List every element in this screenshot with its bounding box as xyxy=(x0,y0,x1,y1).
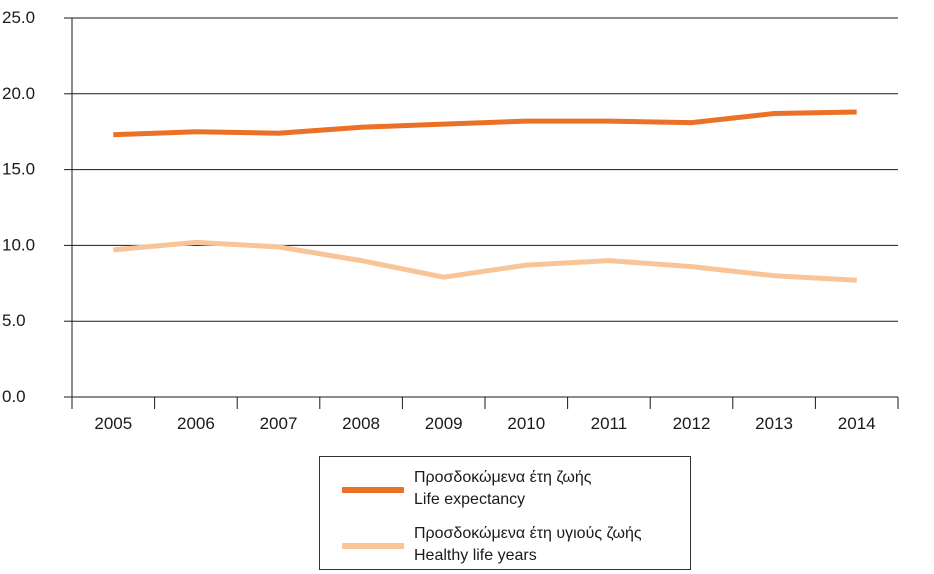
legend-label-english: Life expectancy xyxy=(414,491,526,508)
x-tick-label: 2006 xyxy=(177,414,215,433)
y-tick-label: 10.0 xyxy=(2,235,35,254)
axes xyxy=(64,17,899,409)
legend-label-healthy-life-years: Προσδοκώμενα έτη υγιούς ζωής Healthy lif… xyxy=(414,523,642,567)
y-tick-label: 20.0 xyxy=(2,84,35,103)
series-line-healthy-life-years xyxy=(113,239,857,283)
x-tick-label: 2011 xyxy=(591,414,628,433)
legend-item-life-expectancy: Προσδοκώμενα έτη ζωής Life expectancy xyxy=(320,463,690,517)
y-tick-label: 25.0 xyxy=(2,8,35,27)
legend-label-greek: Προσδοκώμενα έτη υγιούς ζωής xyxy=(414,525,642,542)
x-tick-label: 2007 xyxy=(260,414,298,433)
y-tick-label: 5.0 xyxy=(2,311,26,330)
x-tick-labels: 2005 2006 2007 2008 2009 2010 2011 2012 2013 2014 xyxy=(94,414,875,433)
series-lines xyxy=(113,109,857,283)
series-line-life-expectancy xyxy=(113,109,857,138)
x-tick-label: 2009 xyxy=(425,414,463,433)
y-tick-labels: 0.0 5.0 10.0 15.0 20.0 25.0 xyxy=(2,8,35,406)
y-tick-label: 15.0 xyxy=(2,160,35,179)
legend-label-greek: Προσδοκώμενα έτη ζωής xyxy=(414,469,592,486)
legend-swatch-life-expectancy xyxy=(342,487,404,493)
x-tick-label: 2010 xyxy=(507,414,545,433)
legend-label-english: Healthy life years xyxy=(414,547,537,564)
legend: Προσδοκώμενα έτη ζωής Life expectancy Πρ… xyxy=(319,456,691,570)
y-tick-label: 0.0 xyxy=(2,387,26,406)
legend-swatch-healthy-life-years xyxy=(342,543,404,549)
legend-item-healthy-life-years: Προσδοκώμενα έτη υγιούς ζωής Healthy lif… xyxy=(320,519,690,573)
x-tick-label: 2013 xyxy=(755,414,793,433)
legend-label-life-expectancy: Προσδοκώμενα έτη ζωής Life expectancy xyxy=(414,467,591,511)
x-tick-label: 2012 xyxy=(673,414,711,433)
x-tick-label: 2008 xyxy=(342,414,380,433)
x-tick-label: 2005 xyxy=(94,414,132,433)
x-tick-label: 2014 xyxy=(838,414,876,433)
